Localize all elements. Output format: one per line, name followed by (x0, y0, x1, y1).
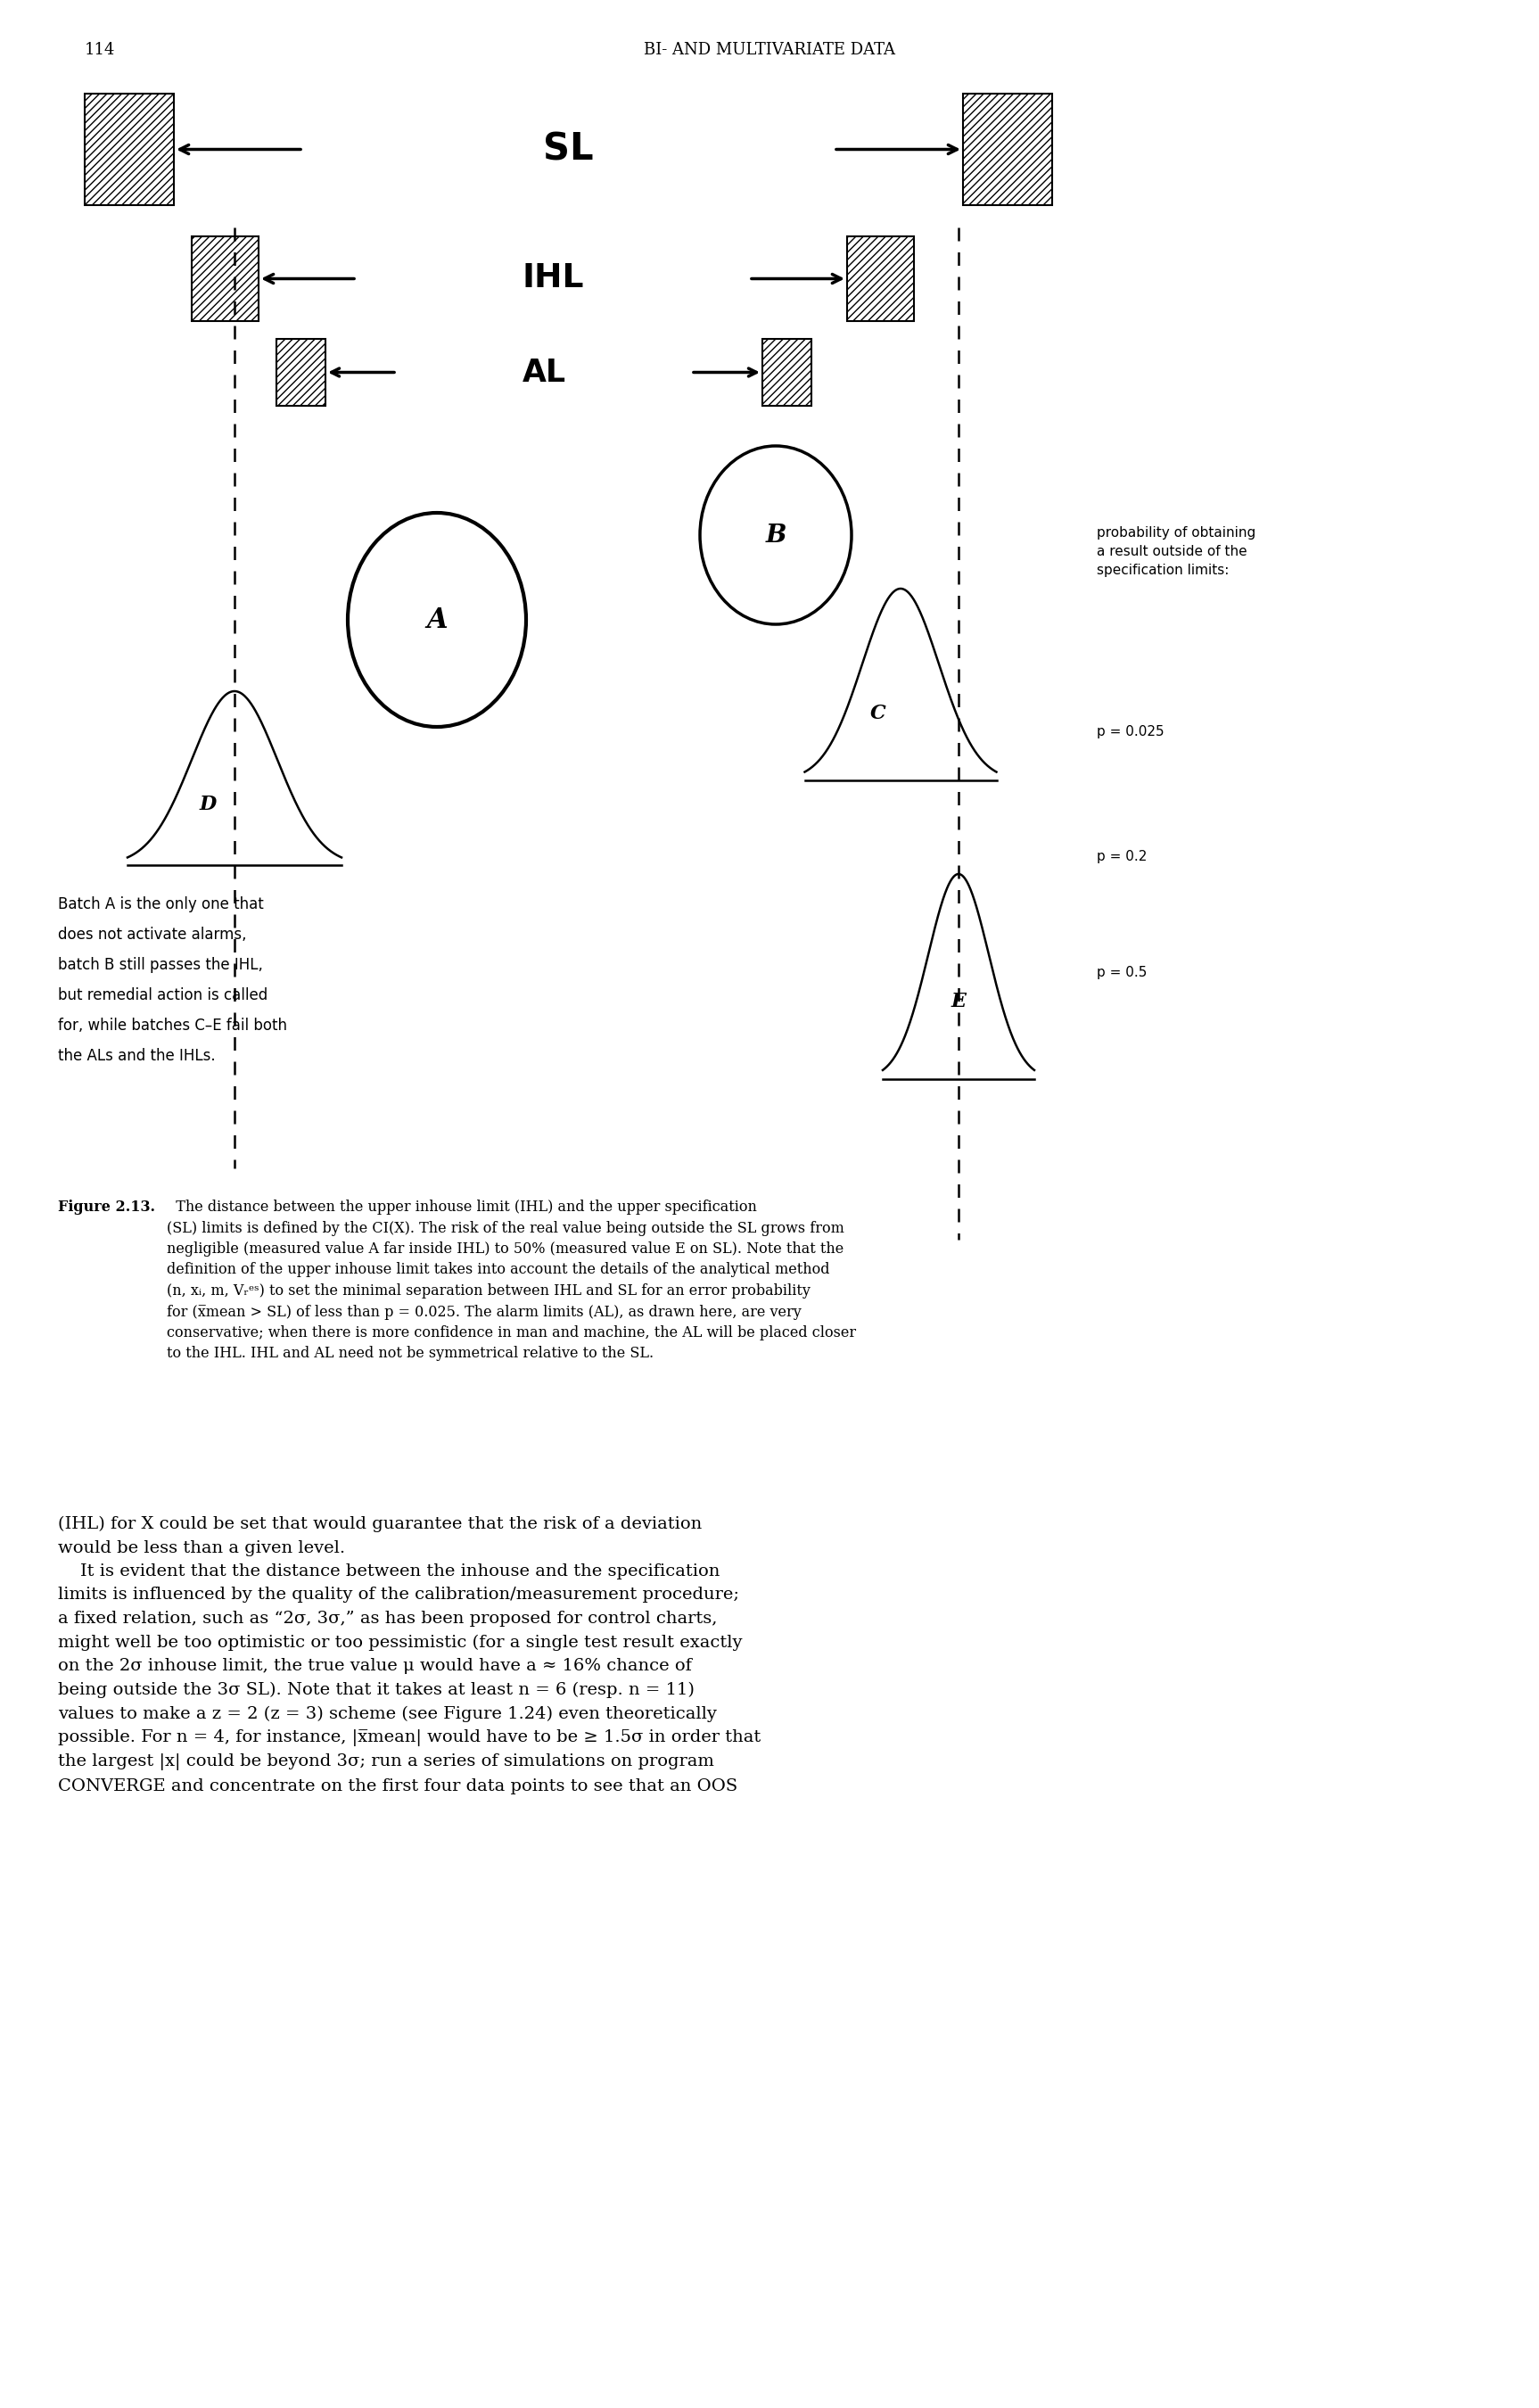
Bar (846, 236, 914, 320)
Text: batch B still passes the IHL,: batch B still passes the IHL, (58, 956, 263, 973)
Bar (762, 340, 811, 407)
Text: Batch A is the only one that: Batch A is the only one that (58, 896, 263, 913)
Text: p = 0.5: p = 0.5 (1097, 966, 1147, 978)
Text: B: B (765, 523, 786, 547)
Text: does not activate alarms,: does not activate alarms, (58, 927, 246, 942)
Bar (963, 94, 1053, 205)
Text: AL: AL (522, 356, 566, 388)
Text: C: C (871, 703, 886, 722)
Text: 114: 114 (85, 41, 115, 58)
Text: but remedial action is called: but remedial action is called (58, 987, 268, 1004)
Text: A: A (426, 607, 448, 633)
Text: BI- AND MULTIVARIATE DATA: BI- AND MULTIVARIATE DATA (643, 41, 896, 58)
Bar (277, 340, 325, 407)
Text: The distance between the upper inhouse limit (IHL) and the upper specification
(: The distance between the upper inhouse l… (166, 1199, 856, 1361)
Text: the ALs and the IHLs.: the ALs and the IHLs. (58, 1047, 215, 1064)
Bar (85, 94, 174, 205)
Text: probability of obtaining
a result outside of the
specification limits:: probability of obtaining a result outsid… (1097, 527, 1256, 578)
Text: SL: SL (543, 130, 594, 169)
Bar (192, 236, 259, 320)
Text: E: E (951, 992, 966, 1011)
Text: (IHL) for X could be set that would guarantee that the risk of a deviation
would: (IHL) for X could be set that would guar… (58, 1517, 760, 1794)
Text: Figure 2.13.: Figure 2.13. (58, 1199, 155, 1214)
Text: IHL: IHL (522, 262, 583, 294)
Text: D: D (199, 795, 217, 814)
Text: for, while batches C–E fail both: for, while batches C–E fail both (58, 1019, 288, 1033)
Text: p = 0.2: p = 0.2 (1097, 850, 1147, 862)
Text: p = 0.025: p = 0.025 (1097, 725, 1163, 737)
